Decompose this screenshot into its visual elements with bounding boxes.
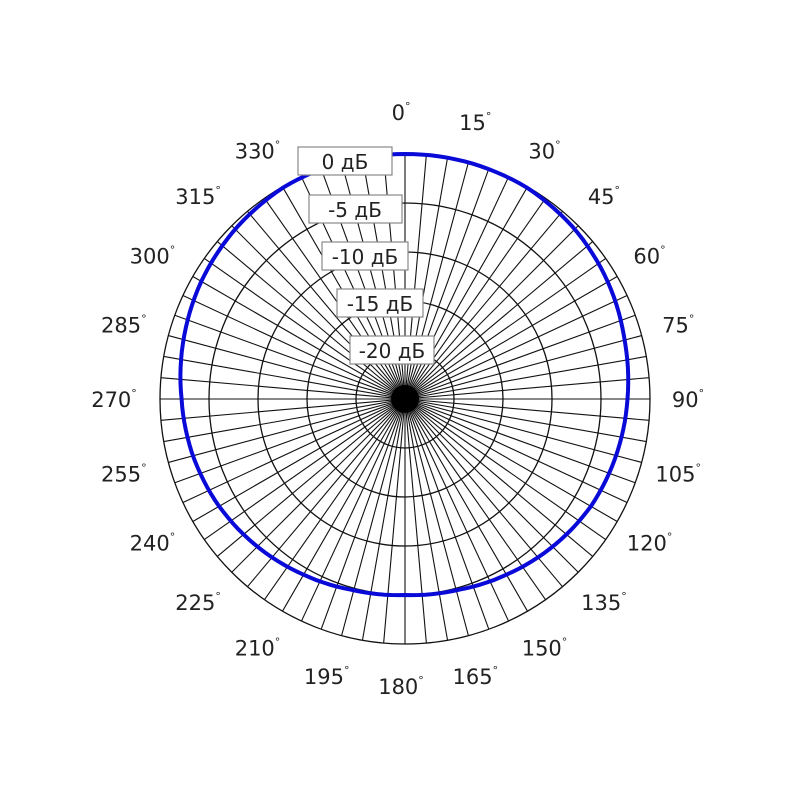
spoke-255 xyxy=(168,398,406,463)
spoke-95 xyxy=(404,398,650,421)
radial-label-2: -10 дБ xyxy=(321,241,409,271)
angle-label-150: 150° xyxy=(522,636,568,661)
angle-label-255: 255° xyxy=(101,461,147,486)
spoke-305 xyxy=(203,258,406,400)
spoke-225 xyxy=(231,398,406,573)
spoke-240 xyxy=(192,398,406,522)
spoke-115 xyxy=(404,398,628,504)
angle-label-45: 45° xyxy=(588,184,620,209)
spoke-160 xyxy=(404,398,490,630)
angle-label-120: 120° xyxy=(627,531,673,556)
spoke-125 xyxy=(404,398,607,540)
spoke-35 xyxy=(404,197,546,400)
spoke-65 xyxy=(404,294,628,400)
spoke-155 xyxy=(404,398,510,622)
spoke-130 xyxy=(404,398,594,557)
spoke-285 xyxy=(168,335,406,400)
angle-label-330: 330° xyxy=(235,138,281,163)
angle-label-165: 165° xyxy=(452,664,498,689)
angle-label-15: 15° xyxy=(459,110,491,135)
angle-label-285: 285° xyxy=(101,313,147,338)
spoke-295 xyxy=(182,294,406,400)
spoke-195 xyxy=(341,398,406,636)
spoke-230 xyxy=(216,398,406,557)
angle-label-105: 105° xyxy=(655,461,701,486)
series-line-0 xyxy=(178,151,631,598)
svg-text:-20 дБ: -20 дБ xyxy=(359,339,426,363)
spoke-175 xyxy=(404,398,427,644)
angle-label-240: 240° xyxy=(130,531,176,556)
angle-label-30: 30° xyxy=(528,138,560,163)
spoke-120 xyxy=(404,398,618,522)
spoke-185 xyxy=(383,398,406,644)
angle-label-315: 315° xyxy=(175,184,221,209)
spoke-135 xyxy=(404,398,579,573)
spoke-290 xyxy=(174,314,406,400)
radial-label-4: -20 дБ xyxy=(349,335,435,365)
center-dot xyxy=(391,385,419,413)
spoke-70 xyxy=(404,314,636,400)
spoke-110 xyxy=(404,398,636,484)
angle-label-210: 210° xyxy=(235,636,281,661)
angle-label-135: 135° xyxy=(581,590,627,615)
spoke-80 xyxy=(404,355,647,400)
spoke-50 xyxy=(404,241,594,400)
polar-grid xyxy=(159,153,651,645)
spoke-300 xyxy=(192,276,406,400)
spoke-220 xyxy=(247,398,406,588)
spoke-100 xyxy=(404,398,647,443)
spoke-245 xyxy=(182,398,406,504)
svg-text:0 дБ: 0 дБ xyxy=(322,150,369,174)
spoke-170 xyxy=(404,398,449,641)
spoke-45 xyxy=(404,225,579,400)
radial-label-0: 0 дБ xyxy=(297,146,393,176)
spoke-40 xyxy=(404,210,563,400)
spoke-105 xyxy=(404,398,642,463)
radial-label-3: -15 дБ xyxy=(336,288,424,318)
radial-label-1: -5 дБ xyxy=(308,194,403,224)
spoke-75 xyxy=(404,335,642,400)
angle-label-300: 300° xyxy=(130,244,176,269)
spoke-55 xyxy=(404,258,607,400)
spoke-250 xyxy=(174,398,406,484)
series-layer xyxy=(178,151,631,598)
angle-label-270: 270° xyxy=(91,387,137,412)
angle-label-195: 195° xyxy=(304,664,350,689)
spoke-275 xyxy=(160,377,406,400)
svg-text:-5 дБ: -5 дБ xyxy=(328,198,382,222)
spoke-265 xyxy=(160,398,406,421)
spoke-310 xyxy=(216,241,406,400)
spoke-85 xyxy=(404,377,650,400)
spoke-165 xyxy=(404,398,469,636)
svg-text:-15 дБ: -15 дБ xyxy=(347,292,414,316)
angle-label-60: 60° xyxy=(633,244,665,269)
svg-text:-10 дБ: -10 дБ xyxy=(332,245,399,269)
angle-label-90: 90° xyxy=(672,387,704,412)
angle-label-225: 225° xyxy=(175,590,221,615)
spoke-325 xyxy=(264,197,406,400)
spoke-260 xyxy=(163,398,406,443)
angle-label-0: 0° xyxy=(392,100,411,125)
spoke-60 xyxy=(404,276,618,400)
spoke-320 xyxy=(247,210,406,400)
angle-label-75: 75° xyxy=(662,313,694,338)
spoke-280 xyxy=(163,355,406,400)
radial-labels: 0 дБ -5 дБ -10 дБ -15 дБ -20 дБ xyxy=(297,146,435,365)
spoke-200 xyxy=(320,398,406,630)
spoke-205 xyxy=(300,398,406,622)
angle-label-180: 180° xyxy=(378,674,424,699)
spoke-315 xyxy=(231,225,406,400)
spoke-190 xyxy=(361,398,406,641)
spoke-140 xyxy=(404,398,563,588)
spoke-235 xyxy=(203,398,406,540)
